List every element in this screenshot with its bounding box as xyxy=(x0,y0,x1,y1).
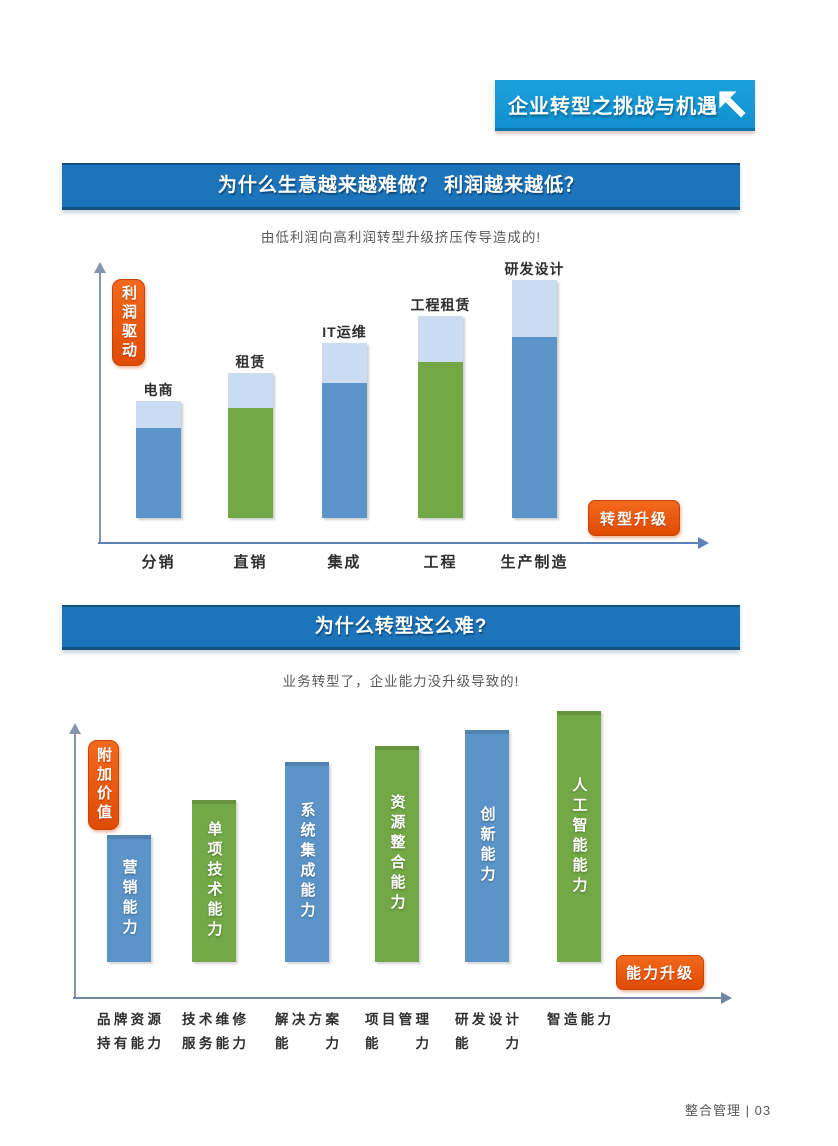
chart2-bar-营销能力: 营销能力 xyxy=(107,835,151,962)
in-bar-vertical-label: 资源整合能力 xyxy=(388,794,406,914)
bar-upper-segment xyxy=(228,373,273,408)
chart2-bar-单项技术能力: 单项技术能力 xyxy=(192,800,236,962)
x-axis-category-label: 集成 xyxy=(327,554,362,571)
bar-upper-segment xyxy=(512,280,557,337)
bar-upper-segment xyxy=(418,316,463,362)
chart1-axis-annotation: 转型升级 xyxy=(599,510,668,528)
x-axis-category-label-line: 服务能力 xyxy=(182,1035,246,1051)
bar-top-label: 研发设计 xyxy=(504,261,565,277)
x-axis-category-label: 智造能力 xyxy=(547,1008,611,1032)
x-axis-category-label: 品牌资源 持有能力 xyxy=(97,1008,161,1055)
chart2-ylabel: 附加价值 xyxy=(95,747,112,823)
in-bar-vertical-label: 系统集成能力 xyxy=(298,802,316,922)
chart1-bar-直销 xyxy=(228,373,273,518)
bar-top-label: 电商 xyxy=(143,382,174,398)
in-bar-vertical-label: 人工智能能力 xyxy=(570,776,588,897)
x-axis-category-label-line: 能 力 xyxy=(275,1035,339,1051)
chart1-bar-工程 xyxy=(418,316,463,518)
chart2-y-axis xyxy=(74,733,76,999)
chart2-x-axis xyxy=(73,997,721,999)
bar-lower-segment xyxy=(418,362,463,518)
x-axis-category-label-line: 能 力 xyxy=(455,1035,519,1051)
section1-subtitle: 由低利润向高利润转型升级挤压传导造成的! xyxy=(260,230,542,245)
x-axis-category-label: 工程 xyxy=(423,554,458,571)
bar-lower-segment xyxy=(228,408,273,518)
bar-top-label: IT运维 xyxy=(322,324,367,340)
chart1-bar-集成 xyxy=(322,343,367,518)
chart1-bar-生产制造 xyxy=(512,280,557,518)
chart2-x-axis-arrowhead xyxy=(721,992,732,1004)
x-axis-category-label-line: 研发设计 xyxy=(455,1012,519,1027)
x-axis-category-label-line: 智造能力 xyxy=(547,1012,611,1027)
chart1-ylabel-badge: 利润驱动 xyxy=(112,279,145,366)
in-bar-vertical-label: 单项技术能力 xyxy=(205,821,223,941)
x-axis-category-label: 生产制造 xyxy=(500,554,569,571)
x-axis-category-label: 项目管理能 力 xyxy=(365,1008,429,1055)
chart2-bar-创新能力: 创新能力 xyxy=(465,730,509,962)
in-bar-vertical-label: 创新能力 xyxy=(478,806,496,886)
x-axis-category-label: 研发设计能 力 xyxy=(455,1008,519,1055)
page-banner: 企业转型之挑战与机遇 xyxy=(495,80,755,131)
chart2-y-axis-arrowhead xyxy=(69,723,81,734)
bar-lower-segment xyxy=(512,337,557,518)
chart1-bar-分销 xyxy=(136,401,181,518)
x-axis-category-label-line: 技术维修 xyxy=(182,1012,246,1027)
section2-header: 为什么转型这么难? xyxy=(62,605,740,650)
chart1-y-axis xyxy=(99,272,101,543)
x-axis-category-label: 直销 xyxy=(233,554,268,571)
x-axis-category-label-line: 解决方案 xyxy=(275,1012,339,1027)
in-bar-vertical-label: 营销能力 xyxy=(120,858,138,939)
section1-header: 为什么生意越来越难做？ 利润越来越低？ xyxy=(62,163,740,210)
x-axis-category-label-line: 项目管理 xyxy=(365,1012,429,1027)
bar-lower-segment xyxy=(322,383,367,518)
x-axis-category-label-line: 品牌资源 xyxy=(97,1012,161,1027)
chart1-axis-annotation-badge: 转型升级 xyxy=(588,500,680,536)
chart2-axis-annotation-badge: 能力升级 xyxy=(616,955,704,990)
page-number-footer: 整合管理 | 03 xyxy=(685,1103,772,1118)
chart1-x-axis xyxy=(98,542,698,544)
chart1-ylabel: 利润驱动 xyxy=(120,284,137,361)
x-axis-category-label: 解决方案能 力 xyxy=(275,1008,339,1055)
arrow-up-left-icon xyxy=(714,86,750,122)
bar-top-label: 工程租赁 xyxy=(410,297,471,313)
bar-upper-segment xyxy=(322,343,367,383)
bar-top-label: 租赁 xyxy=(235,354,266,370)
chart2-bar-资源整合能力: 资源整合能力 xyxy=(375,746,419,962)
bar-upper-segment xyxy=(136,401,181,428)
x-axis-category-label: 分销 xyxy=(141,554,176,571)
section2-subtitle: 业务转型了，企业能力没升级导致的! xyxy=(282,674,520,689)
x-axis-category-label: 技术维修 服务能力 xyxy=(182,1008,246,1055)
bar-lower-segment xyxy=(136,428,181,518)
x-axis-category-label-line: 能 力 xyxy=(365,1035,429,1051)
chart2-bar-系统集成能力: 系统集成能力 xyxy=(285,762,329,962)
chart2-axis-annotation: 能力升级 xyxy=(625,965,694,982)
chart1-y-axis-arrowhead xyxy=(94,262,106,273)
x-axis-category-label-line: 持有能力 xyxy=(97,1035,161,1051)
chart2-ylabel-badge: 附加价值 xyxy=(88,740,119,830)
chart2-bar-人工智能能力: 人工智能能力 xyxy=(557,711,601,962)
chart1-x-axis-arrowhead xyxy=(698,537,709,549)
banner-title: 企业转型之挑战与机遇 xyxy=(508,95,718,118)
